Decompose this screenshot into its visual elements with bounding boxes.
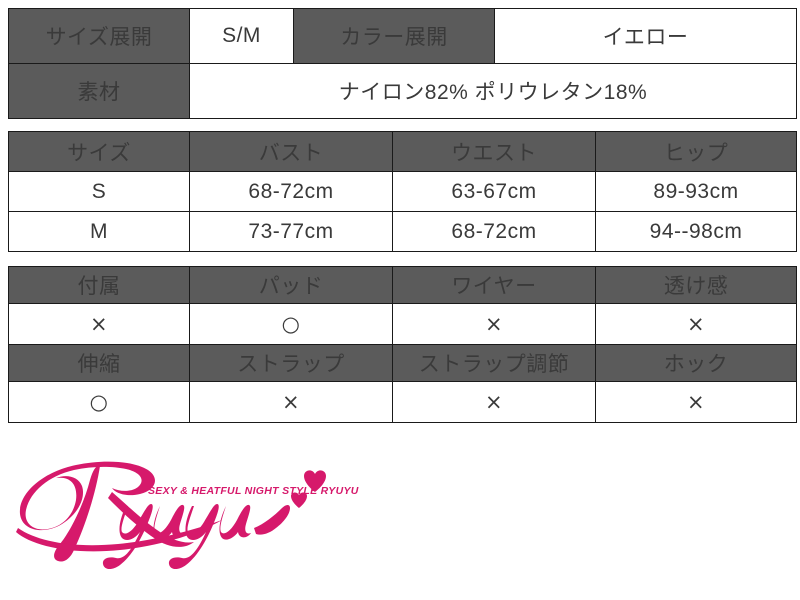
feature-value-hook: × bbox=[595, 381, 797, 423]
feature-value-strap: × bbox=[189, 381, 393, 423]
feature-value-strap-adjust: × bbox=[392, 381, 596, 423]
cell-size-label: サイズ展開 bbox=[8, 8, 190, 64]
logo-wordmark-ryuyu-glyphs bbox=[16, 461, 290, 570]
logo-r-leg bbox=[108, 492, 194, 547]
size-col-header-bust: バスト bbox=[189, 131, 393, 172]
size-row-m-label: M bbox=[8, 211, 190, 252]
table-header-row: 伸縮 ストラップ ストラップ調節 ホック bbox=[8, 344, 797, 382]
table-row: サイズ展開 S/M カラー展開 イエロー bbox=[8, 8, 797, 64]
feature-value-pad: ○ bbox=[189, 303, 393, 345]
size-chart-table: サイズ バスト ウエスト ヒップ S 68-72cm 63-67cm 89-93… bbox=[8, 131, 797, 252]
logo-flourish bbox=[254, 505, 290, 535]
table-row: M 73-77cm 68-72cm 94--98cm bbox=[8, 211, 797, 252]
heart-icon-small bbox=[291, 492, 307, 508]
logo-letter-u2 bbox=[219, 504, 251, 540]
size-row-s-waist: 63-67cm bbox=[392, 171, 596, 212]
size-row-m-waist: 68-72cm bbox=[392, 211, 596, 252]
feature-value-wire: × bbox=[392, 303, 596, 345]
size-row-m-bust: 73-77cm bbox=[189, 211, 393, 252]
basic-info-table: サイズ展開 S/M カラー展開 イエロー 素材 ナイロン82% ポリウレタン18… bbox=[8, 8, 797, 119]
heart-icon-large bbox=[304, 470, 326, 492]
cell-color-value: イエロー bbox=[494, 8, 797, 64]
brand-logo: SEXY & HEATFUL NIGHT STYLE RYUYU bbox=[8, 432, 428, 572]
logo-letter-u1 bbox=[153, 504, 185, 540]
cell-material-label: 素材 bbox=[8, 63, 190, 119]
features-table: 付属 パッド ワイヤー 透け感 × ○ × × 伸縮 ストラップ ストラップ調節… bbox=[8, 266, 797, 423]
feature-value-accessory: × bbox=[8, 303, 190, 345]
table-row: S 68-72cm 63-67cm 89-93cm bbox=[8, 171, 797, 212]
cell-color-label: カラー展開 bbox=[293, 8, 495, 64]
size-row-s-hip: 89-93cm bbox=[595, 171, 797, 212]
feature-header-stretch: 伸縮 bbox=[8, 344, 190, 382]
logo-tagline: SEXY & HEATFUL NIGHT STYLE RYUYU bbox=[148, 485, 359, 497]
feature-header-accessory: 付属 bbox=[8, 266, 190, 304]
feature-header-strap-adjust: ストラップ調節 bbox=[392, 344, 596, 382]
cell-size-value: S/M bbox=[189, 8, 294, 64]
logo-letter-y1 bbox=[102, 504, 153, 570]
size-row-s-bust: 68-72cm bbox=[189, 171, 393, 212]
feature-value-sheerness: × bbox=[595, 303, 797, 345]
table-row: ○ × × × bbox=[8, 381, 797, 423]
table-header-row: サイズ バスト ウエスト ヒップ bbox=[8, 131, 797, 172]
logo-letter-y2 bbox=[168, 504, 219, 570]
logo-r-stem bbox=[54, 465, 100, 562]
size-col-header-size: サイズ bbox=[8, 131, 190, 172]
feature-value-stretch: ○ bbox=[8, 381, 190, 423]
size-row-m-hip: 94--98cm bbox=[595, 211, 797, 252]
size-col-header-waist: ウエスト bbox=[392, 131, 596, 172]
table-row: × ○ × × bbox=[8, 303, 797, 345]
feature-header-wire: ワイヤー bbox=[392, 266, 596, 304]
table-header-row: 付属 パッド ワイヤー 透け感 bbox=[8, 266, 797, 304]
cell-material-value: ナイロン82% ポリウレタン18% bbox=[189, 63, 797, 119]
feature-header-sheerness: 透け感 bbox=[595, 266, 797, 304]
size-col-header-hip: ヒップ bbox=[595, 131, 797, 172]
feature-header-strap: ストラップ bbox=[189, 344, 393, 382]
table-spacer bbox=[8, 119, 792, 131]
table-spacer bbox=[8, 252, 792, 266]
table-row: 素材 ナイロン82% ポリウレタン18% bbox=[8, 63, 797, 119]
feature-header-hook: ホック bbox=[595, 344, 797, 382]
feature-header-pad: パッド bbox=[189, 266, 393, 304]
size-row-s-label: S bbox=[8, 171, 190, 212]
logo-r-bowl bbox=[19, 461, 155, 531]
brand-logo-svg: SEXY & HEATFUL NIGHT STYLE RYUYU bbox=[16, 461, 359, 570]
